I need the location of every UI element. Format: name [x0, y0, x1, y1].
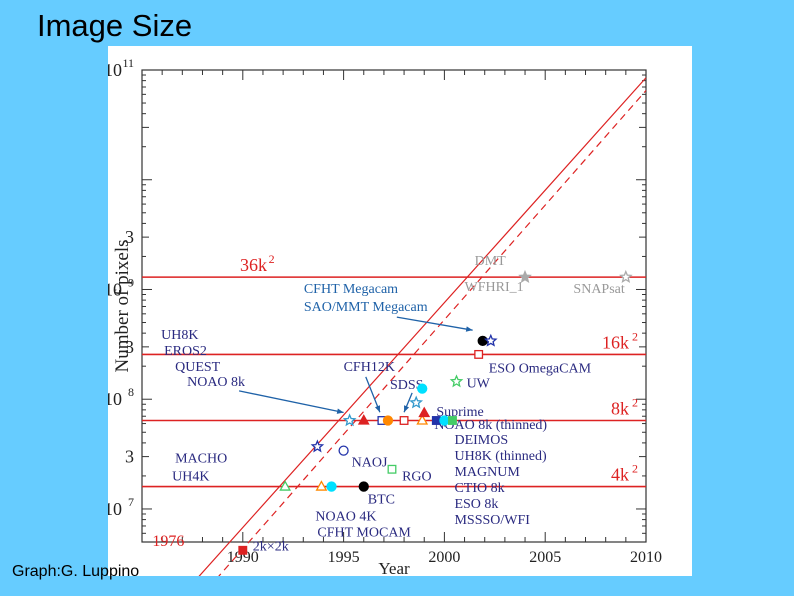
annotation-label: NOAO 4K: [315, 510, 376, 525]
reference-line-label: 16k: [602, 332, 629, 352]
pointer-arrowhead: [404, 405, 410, 413]
x-axis-label: Year: [378, 559, 410, 576]
trend-line-solid: [198, 77, 647, 576]
pointer-arrowhead: [465, 326, 473, 332]
annotation-label: SDSS: [390, 378, 423, 393]
reference-line-label: 36k: [240, 255, 267, 275]
pointer-arrowhead: [374, 405, 381, 413]
data-point-star: [310, 439, 325, 453]
annotation-label: QUEST: [175, 360, 221, 375]
y-tick-label: 3: [125, 447, 134, 467]
y-tick-label-exponent: 11: [122, 56, 134, 70]
trend-origin-label: 1976: [152, 533, 184, 550]
slide-title: Image Size: [37, 8, 193, 43]
annotation-label: UH4K: [172, 470, 209, 485]
annotation-label: NAOJ: [352, 456, 388, 471]
x-tick-label: 1990: [227, 549, 259, 566]
data-point-star: [518, 269, 532, 283]
y-tick-label-exponent: 8: [128, 385, 134, 399]
pointer-arrowhead: [336, 408, 344, 414]
data-point-circle: [439, 415, 450, 426]
annotation-label: DMT: [475, 254, 507, 269]
data-point-circle: [358, 481, 369, 492]
data-point-star: [342, 413, 357, 427]
y-tick-label: 10: [108, 60, 122, 80]
annotation-label: UH8K (thinned): [454, 449, 546, 464]
reference-line-label: 4k: [611, 465, 629, 485]
data-point-triangle: [279, 480, 292, 491]
reference-line-label-exponent: 2: [269, 252, 275, 266]
data-point-square: [448, 416, 457, 425]
reference-line-label: 8k: [611, 398, 629, 418]
annotation-label: NOAO 8k: [187, 375, 245, 390]
annotation-label: CFH12K: [344, 360, 395, 375]
annotation-label: DEIMOS: [454, 433, 508, 448]
annotation-label: NOAO 8k (thinned): [434, 418, 547, 433]
data-point-circle: [326, 481, 337, 492]
plot-panel: 10 11 3 10 9 3 10 8 3 10 7 1990 1995 2000 2005 2010 Year…: [108, 46, 692, 576]
annotation-label: ESO 8k: [454, 497, 498, 512]
data-point-square: [431, 416, 441, 425]
annotation-label: CTIO 8k: [454, 481, 504, 496]
annotation-label: MSSSO/WFI: [454, 513, 530, 528]
annotation-label: UW: [467, 377, 491, 392]
data-point-star: [483, 333, 498, 347]
annotation-label: MAGNUM: [454, 465, 520, 480]
data-point-star: [618, 269, 633, 283]
reference-line-label-exponent: 2: [632, 462, 638, 476]
annotation-label: ESO OmegaCAM: [489, 361, 592, 376]
data-point-square: [387, 464, 397, 474]
data-point-star: [449, 374, 464, 388]
pointer-arrow: [396, 316, 473, 331]
y-tick-label: 3: [125, 337, 134, 357]
reference-line-label-exponent: 2: [632, 395, 638, 409]
y-tick-label-exponent: 7: [128, 495, 134, 509]
data-point-circle: [338, 445, 349, 456]
y-tick-label: 10: [108, 279, 122, 299]
y-tick-label: 3: [125, 227, 134, 247]
annotation-label: SNAPsat: [573, 282, 624, 297]
annotation-label: SAO/MMT Megacam: [304, 300, 428, 315]
data-point-triangle: [315, 480, 328, 491]
trend-line-dashed: [218, 90, 647, 576]
x-tick-label: 2010: [630, 549, 662, 566]
graph-credit: Graph:G. Luppino: [12, 563, 140, 580]
annotation-label: UH8K: [161, 328, 198, 343]
annotation-label: MACHO: [175, 452, 227, 467]
x-tick-label: 2000: [428, 549, 460, 566]
data-point-triangle: [418, 406, 431, 418]
y-tick-label: 10: [108, 389, 122, 409]
x-tick-label: 2005: [529, 549, 561, 566]
y-axis-label: Number of pixels: [112, 240, 133, 373]
annotation-label: EROS2: [164, 344, 207, 359]
data-point-circle: [417, 383, 428, 394]
y-tick-label: 10: [108, 499, 122, 519]
data-point-star: [409, 395, 424, 409]
y-tick-label-exponent: 9: [128, 275, 134, 289]
annotation-label: CFHT MOCAM: [317, 526, 411, 541]
pointer-arrow: [238, 390, 344, 414]
data-point-square: [238, 545, 248, 555]
data-point-square: [399, 416, 409, 425]
annotation-label: 2k×2k: [253, 539, 289, 554]
data-point-triangle: [416, 414, 429, 425]
annotation-label: WFHRI_1: [465, 280, 524, 295]
data-point-square: [474, 349, 484, 359]
reference-line-label-exponent: 2: [632, 329, 638, 343]
data-point-triangle: [357, 414, 370, 425]
annotation-label: RGO: [402, 469, 432, 484]
annotation-label: CFHT Megacam: [304, 282, 398, 297]
annotation-label: BTC: [368, 493, 395, 508]
data-point-circle: [382, 415, 394, 426]
x-tick-label: 1995: [328, 549, 360, 566]
data-point-circle: [477, 335, 488, 347]
